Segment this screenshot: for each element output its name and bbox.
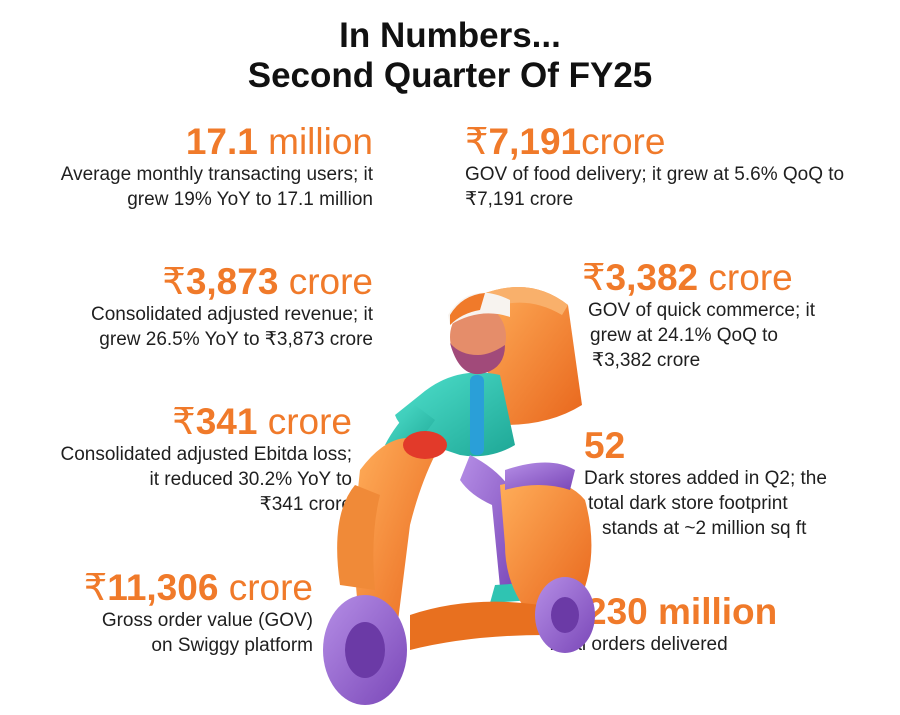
stat-desc: total dark store footprint <box>588 493 788 514</box>
stat-desc: grew at 24.1% QoQ to <box>590 325 778 346</box>
stat-desc: Total orders delivered <box>546 634 728 655</box>
stat-desc: stands at ~2 million sq ft <box>602 518 807 539</box>
stat-desc: Dark stores added in Q2; the <box>584 468 827 489</box>
stat-value: ₹7,191crore <box>465 121 666 162</box>
wheels <box>323 577 595 705</box>
stat-value: 17.1 million <box>185 121 373 162</box>
stat-value: ₹3,873 crore <box>162 261 373 302</box>
page-title-line2: Second Quarter Of FY25 <box>247 56 653 95</box>
stat-desc: GOV of quick commerce; it <box>588 300 816 321</box>
stat-desc: on Swiggy platform <box>151 635 313 656</box>
stat-desc: ₹3,382 crore <box>592 350 701 371</box>
stat-value: 230 million <box>586 591 778 632</box>
stat-desc: Consolidated adjusted revenue; it <box>90 304 373 325</box>
stat-desc: ₹341 crore <box>259 494 352 515</box>
stat-desc: grew 19% YoY to 17.1 million <box>127 189 373 210</box>
delivery-rider-illustration <box>323 287 595 705</box>
stat-monthly-users: 17.1 million Average monthly transacting… <box>61 122 373 212</box>
stat-value: ₹11,306 crore <box>83 567 313 608</box>
scooter <box>337 431 592 650</box>
stat-ebitda-loss: ₹341 crore Consolidated adjusted Ebitda … <box>60 402 352 517</box>
stat-dark-stores: 52 Dark stores added in Q2; the total da… <box>584 426 827 541</box>
stat-desc: Consolidated adjusted Ebitda loss; <box>60 444 352 465</box>
stat-value: ₹3,382 crore <box>582 257 793 298</box>
stat-quick-commerce-gov: ₹3,382 crore GOV of quick commerce; it g… <box>582 258 815 373</box>
stat-desc: grew 26.5% YoY to ₹3,873 crore <box>99 329 373 350</box>
stat-value: 52 <box>584 425 626 466</box>
stat-value: ₹341 crore <box>172 401 352 442</box>
stat-desc: Gross order value (GOV) <box>101 610 313 631</box>
stat-desc: ₹7,191 crore <box>465 189 574 210</box>
stat-total-orders: 230 million Total orders delivered <box>546 592 777 657</box>
stat-desc: Average monthly transacting users; it <box>60 164 373 185</box>
stat-desc: GOV of food delivery; it grew at 5.6% Qo… <box>465 164 845 185</box>
stat-adjusted-revenue: ₹3,873 crore Consolidated adjusted reven… <box>91 262 373 352</box>
page-title-line1: In Numbers... <box>339 16 561 55</box>
delivery-box <box>480 287 582 425</box>
stat-food-delivery-gov: ₹7,191crore GOV of food delivery; it gre… <box>465 122 844 212</box>
stat-desc: it reduced 30.2% YoY to <box>149 469 352 490</box>
stat-gross-order-value: ₹11,306 crore Gross order value (GOV) on… <box>84 568 313 658</box>
